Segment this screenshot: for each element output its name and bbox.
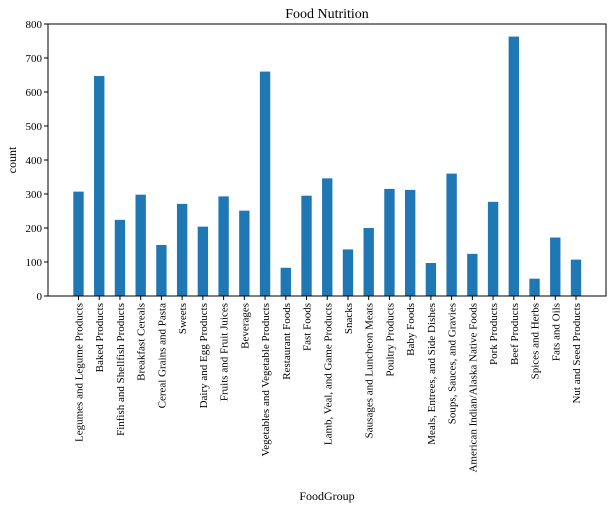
y-axis-ticks: 0 100 200 300 400 500 600 700 800 xyxy=(26,19,48,303)
x-tick-label: Breakfast Cereals xyxy=(136,303,148,381)
x-tick-label: Pork Products xyxy=(488,303,500,365)
y-axis-label: count xyxy=(5,146,19,173)
bar xyxy=(384,188,395,296)
bar xyxy=(73,191,84,296)
bar xyxy=(342,249,354,296)
bar xyxy=(239,210,250,296)
x-tick-label: Beef Products xyxy=(509,303,521,365)
x-tick-label: Beverages xyxy=(239,303,251,349)
y-tick-label: 300 xyxy=(26,189,43,201)
bar xyxy=(467,253,478,296)
x-tick-label: Meals, Entrees, and Side Dishes xyxy=(426,303,438,445)
bar xyxy=(446,173,457,296)
bar xyxy=(156,245,167,296)
bar xyxy=(487,201,499,296)
bars-group xyxy=(73,36,582,297)
plot-frame xyxy=(47,23,607,297)
x-tick-label: Vegetables and Vegetable Products xyxy=(260,303,272,456)
bar xyxy=(550,237,561,296)
bar xyxy=(176,203,188,296)
x-tick-label: Baked Products xyxy=(94,303,106,372)
y-tick-label: 200 xyxy=(26,223,43,235)
x-tick-label: Fruits and Fruit Juices xyxy=(219,303,231,401)
x-tick-label: Fats and Oils xyxy=(550,303,562,361)
bar xyxy=(404,189,416,296)
bar xyxy=(322,178,333,296)
x-tick-label: Snacks xyxy=(343,303,355,334)
bar xyxy=(280,267,291,296)
x-axis-label: FoodGroup xyxy=(299,489,354,503)
x-tick-label: Sausages and Luncheon Meats xyxy=(364,303,376,438)
x-tick-label: Poultry Products xyxy=(384,303,396,377)
bar xyxy=(259,71,271,296)
y-tick-label: 700 xyxy=(26,53,43,65)
x-axis-ticks: Legumes and Legume Products Baked Product… xyxy=(74,296,583,473)
y-tick-label: 800 xyxy=(26,19,43,31)
x-tick-label: American Indian/Alaska Native Foods xyxy=(467,303,479,473)
x-tick-label: Finfish and Shellfish Products xyxy=(115,303,127,436)
x-tick-label: Nut and Seed Products xyxy=(571,303,583,404)
x-tick-label: Cereal Grains and Pasta xyxy=(156,303,168,408)
x-tick-label: Baby Foods xyxy=(405,303,417,356)
x-tick-label: Legumes and Legume Products xyxy=(74,303,86,442)
y-tick-label: 500 xyxy=(26,121,43,133)
x-tick-label: Restaurant Foods xyxy=(281,303,293,380)
x-tick-label: Fast Foods xyxy=(302,303,314,351)
bar xyxy=(218,196,229,296)
y-tick-label: 100 xyxy=(26,257,43,269)
x-tick-label: Lamb, Veal, and Game Products xyxy=(322,303,334,445)
bar xyxy=(529,278,540,296)
x-tick-label: Dairy and Egg Products xyxy=(198,303,210,408)
y-tick-label: 0 xyxy=(37,291,43,303)
bar xyxy=(135,194,146,296)
bar xyxy=(425,263,437,296)
bar xyxy=(114,219,126,296)
bar xyxy=(94,76,105,297)
x-tick-label: Spices and Herbs xyxy=(530,303,542,379)
x-tick-label: Sweets xyxy=(177,303,189,334)
y-tick-label: 400 xyxy=(26,155,43,167)
bar xyxy=(508,36,519,296)
y-tick-label: 600 xyxy=(26,87,43,99)
bar xyxy=(197,226,209,296)
chart-title: Food Nutrition xyxy=(285,7,369,22)
bar xyxy=(301,195,312,296)
bar xyxy=(363,228,374,296)
bar xyxy=(570,259,582,296)
x-tick-label: Soups, Sauces, and Gravies xyxy=(447,303,459,424)
